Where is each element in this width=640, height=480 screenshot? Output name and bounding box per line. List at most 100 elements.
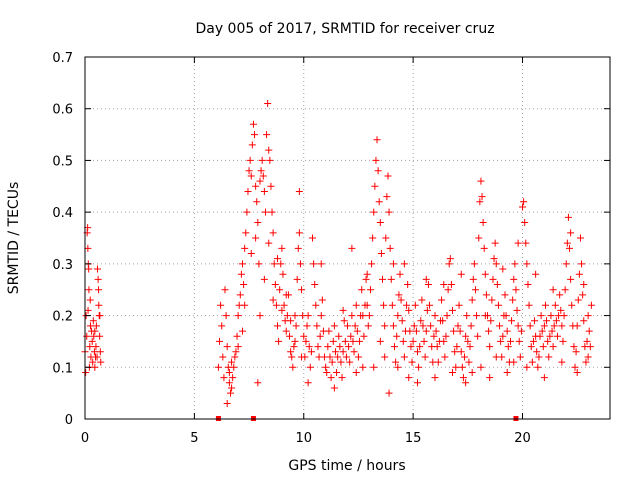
data-point [317, 312, 325, 320]
data-point [488, 296, 496, 304]
data-point [85, 286, 93, 294]
data-point [449, 306, 456, 314]
data-point [264, 100, 272, 108]
data-point [89, 358, 97, 366]
data-point [560, 312, 568, 320]
data-point [277, 260, 285, 268]
data-point [317, 260, 325, 268]
data-point [557, 306, 565, 314]
data-point [91, 327, 99, 335]
data-point [446, 255, 454, 263]
data-point [368, 260, 376, 268]
y-tick-label: 0.1 [52, 361, 73, 376]
y-tick-labels: 0 0.1 0.2 0.3 0.4 0.5 0.6 0.7 [52, 51, 73, 428]
x-tick-label: 10 [295, 431, 312, 446]
data-point [91, 363, 99, 371]
data-point [216, 337, 224, 345]
data-point [86, 296, 94, 304]
data-point [443, 312, 451, 320]
data-point [257, 167, 265, 175]
data-point [409, 337, 417, 345]
data-point [93, 265, 101, 273]
x-tick-label: 5 [190, 431, 198, 446]
data-point [455, 301, 463, 309]
data-point [291, 312, 299, 320]
data-point [278, 244, 286, 252]
data-point [375, 198, 383, 206]
data-point [263, 131, 271, 139]
data-point [508, 317, 516, 325]
y-tick-label: 0.7 [52, 51, 73, 66]
data-point [240, 281, 248, 289]
data-point [491, 239, 499, 247]
data-point [261, 208, 269, 216]
data-point [218, 322, 226, 330]
data-point [541, 301, 549, 309]
y-tick-label: 0.4 [52, 206, 73, 221]
data-point [465, 358, 473, 366]
data-point [573, 322, 581, 330]
y-tick-label: 0.3 [52, 258, 73, 273]
data-point [290, 343, 298, 351]
data-point [447, 281, 455, 289]
data-point [382, 234, 390, 242]
data-point [371, 182, 379, 190]
data-point [230, 363, 238, 371]
data-point [424, 281, 432, 289]
data-point [228, 358, 236, 366]
data-point [506, 337, 514, 345]
data-point [254, 379, 262, 387]
data-point [330, 322, 338, 330]
data-point [554, 332, 561, 340]
data-point [279, 270, 287, 278]
data-point [328, 358, 336, 366]
data-point [422, 327, 430, 335]
data-point [374, 167, 382, 175]
data-point [523, 260, 531, 268]
data-point [352, 368, 360, 376]
data-point [442, 332, 450, 340]
data-point [269, 296, 277, 304]
data-point [214, 363, 222, 371]
data-point [470, 260, 478, 268]
data-point [512, 286, 520, 294]
data-point [247, 172, 255, 180]
data-point [533, 348, 541, 356]
data-point [476, 198, 484, 206]
data-point [323, 368, 331, 376]
data-point [335, 332, 343, 340]
data-point [503, 368, 511, 376]
data-point [417, 317, 425, 325]
data-point [432, 327, 440, 335]
data-point [241, 244, 249, 252]
data-point [221, 286, 229, 294]
data-point [499, 265, 507, 273]
data-point [296, 260, 304, 268]
data-point [370, 208, 378, 216]
data-point [289, 363, 297, 371]
data-point [96, 312, 104, 320]
data-point [92, 343, 100, 351]
data-point [423, 306, 431, 314]
y-axis-title: SRMTID / TECUs [6, 182, 22, 295]
data-point [459, 374, 467, 382]
data-point [376, 337, 384, 345]
data-point [422, 275, 430, 283]
data-point [547, 312, 555, 320]
data-point [540, 322, 548, 330]
data-point [583, 337, 591, 345]
data-point [440, 337, 448, 345]
data-point [86, 322, 94, 330]
data-point [338, 374, 346, 382]
data-point [259, 172, 267, 180]
data-point [414, 379, 421, 387]
data-point [251, 131, 259, 139]
data-point [531, 317, 539, 325]
data-point [519, 203, 526, 211]
data-point [231, 353, 239, 361]
data-point [399, 337, 407, 345]
data-point [456, 327, 464, 335]
data-point [462, 332, 470, 340]
data-point [256, 312, 264, 320]
data-point [276, 286, 284, 294]
